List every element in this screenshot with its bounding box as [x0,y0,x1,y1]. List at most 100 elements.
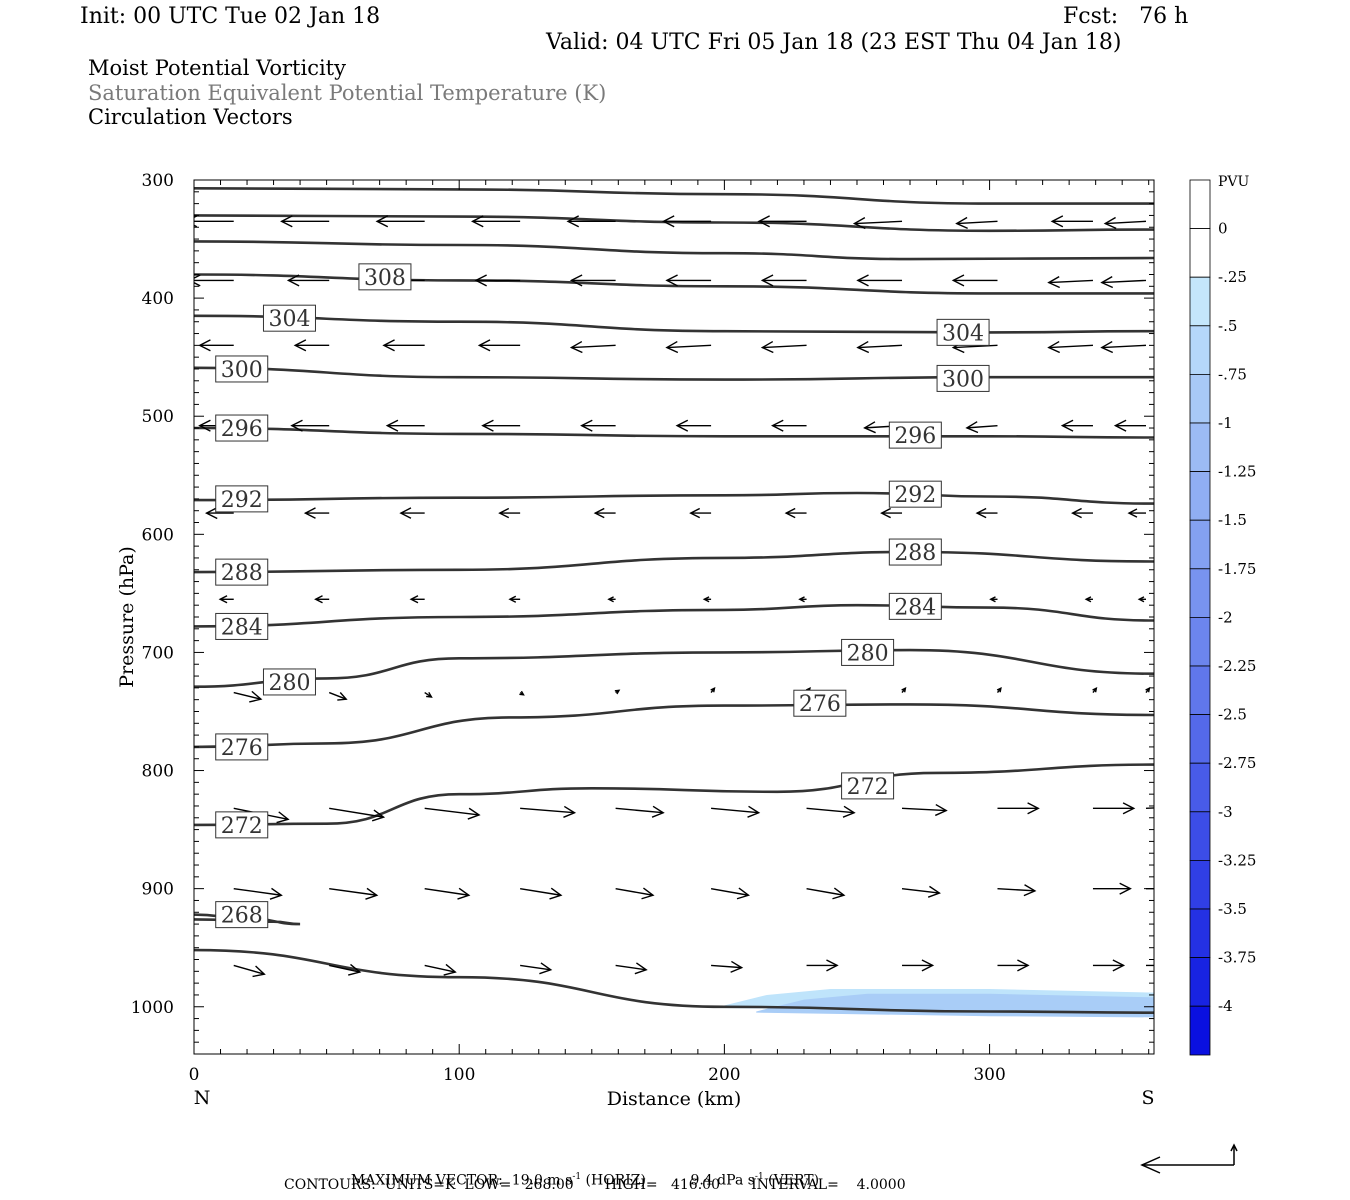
vector-head [519,690,525,696]
colorbar-swatch [1189,860,1211,910]
vector-head [760,274,774,287]
contour-label-box [841,772,895,800]
vector-shaft [997,887,1035,892]
vector-arrow [615,887,655,900]
vector-head [856,274,869,287]
vector-head [467,807,481,820]
field-title-theta-es: Saturation Equivalent Potential Temperat… [88,81,607,105]
vector-arrow [901,686,907,694]
vector-head [337,692,348,701]
colorbar-swatch [1189,471,1211,521]
contour-label-text: 296 [894,424,936,449]
vector-head [566,215,580,228]
colorbar-level-label: -3.25 [1218,851,1256,869]
vector-head [293,339,307,352]
vector-arrow [424,963,457,976]
contour-label: 300 [936,364,990,392]
vector-shaft [1145,807,1154,810]
vector-shaft [711,964,742,969]
vector-shaft [806,887,845,896]
vector-head [955,216,968,230]
vector-shaft [520,887,562,896]
contour-label: 280 [262,668,316,696]
vector-arrow [1127,508,1146,518]
vector-arrow [1137,596,1146,603]
x-tick-label: 0 [189,1065,200,1085]
colorbar-swatch [1189,519,1211,570]
contour-label-text: 292 [894,483,936,508]
vector-head [1092,686,1098,693]
contour-label-box [888,592,942,620]
contour-label: 272 [841,772,895,800]
vector-arrow [303,507,330,519]
vector-arrow [798,596,807,603]
vector-arrow [757,215,807,228]
vector-head [426,691,433,698]
vector-shaft [424,887,469,896]
vector-arrow [477,339,521,352]
colorbar-level-label: -.5 [1218,317,1237,335]
vector-arrow [965,421,998,434]
vector-head [385,419,399,432]
vector-arrow [1100,276,1147,289]
vector-head [563,805,577,818]
vector-head [252,965,266,978]
vector-arrow [194,274,234,287]
vector-arrow [856,274,903,287]
contour-label-box [841,638,895,666]
vector-shaft [1105,220,1147,225]
contour-label-text: 268 [221,904,263,929]
vector-arrow [675,419,712,432]
vector-arrow [989,596,998,603]
vector-arrow [901,885,941,898]
vector-arrow [314,595,330,604]
vector-shaft [710,887,749,896]
contour-line-304 [194,314,1154,334]
vector-arrow [955,216,998,230]
colorbar-swatch [1189,325,1211,375]
vector-shaft [329,807,384,818]
contour-label-box [215,485,269,513]
contour-label-box [888,421,942,449]
vector-arrow [1146,964,1154,967]
vector-head [498,507,510,519]
vector-head [198,339,211,352]
vector-arrow [665,274,712,287]
vector-head [471,215,484,228]
vector-shaft [762,344,807,349]
vector-arrow [760,340,807,354]
colorbar-level-label: -1 [1218,414,1233,432]
contour-label-box [358,263,412,291]
max-vector-note: MAXIMUM VECTOR: 19.0 m s-1 (HORIZ) 9.4 d… [350,1172,820,1189]
vector-arrow [880,507,903,519]
vector-head [474,274,487,287]
vector-head [593,507,605,519]
vector-head [757,215,770,228]
vector-arrow [615,805,665,818]
contour-label: 296 [888,421,942,449]
vector-shaft [233,964,265,975]
colorbar-level-label: -1.5 [1218,511,1247,529]
vector-head [477,339,491,352]
vector-head [1060,419,1074,432]
colorbar-level-label: -3.5 [1218,900,1247,918]
vector-arrow [1092,802,1136,815]
contour-label-box [215,414,269,442]
vector-head [569,340,583,354]
vector-head [665,340,679,354]
vector-head [614,689,621,695]
contour-label-text: 276 [221,736,263,761]
vector-head [641,887,655,900]
x-tick-label: 300 [973,1065,1005,1085]
colorbar-level-label: -.25 [1218,268,1247,286]
contour-label-box [793,689,847,717]
vector-head [1023,884,1037,897]
contour-label-box [936,318,990,346]
colorbar-level-label: -3 [1218,803,1233,821]
vector-arrow [1060,419,1093,432]
vector-head [798,596,805,603]
vector-arrow [233,690,263,703]
vector-head [771,419,784,432]
vector-head [1100,340,1114,354]
